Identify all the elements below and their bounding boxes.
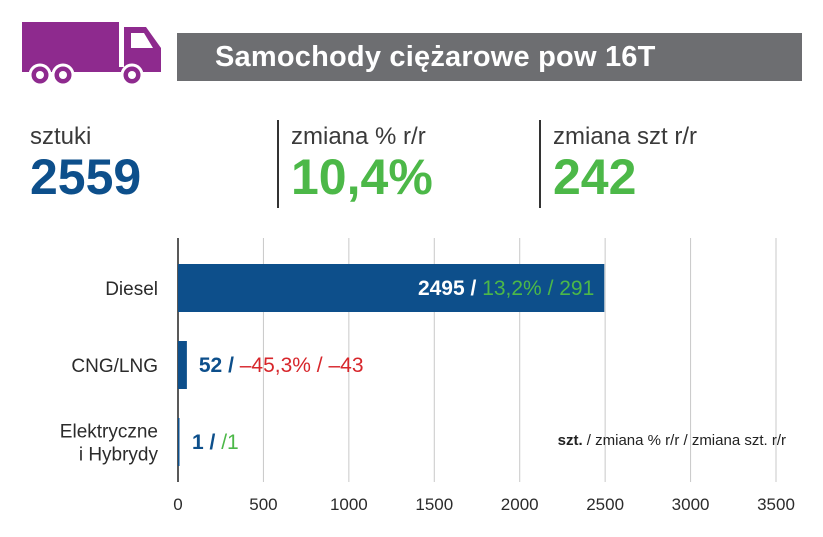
x-tick-label: 1000 [330, 495, 368, 514]
x-tick-label: 2000 [501, 495, 539, 514]
stat-change-pct: zmiana % r/r 10,4% [291, 123, 433, 203]
category-label: Diesel [105, 279, 158, 300]
stat-divider [277, 120, 279, 208]
data-label: 1 / /1 [192, 431, 239, 454]
bar [178, 264, 605, 312]
x-tick-label: 500 [249, 495, 277, 514]
stat-change-units-label: zmiana szt r/r [553, 123, 698, 150]
title-bar: Samochody ciężarowe pow 16T [177, 33, 802, 81]
stat-change-units-value: 242 [553, 149, 637, 205]
x-tick-label: 3000 [672, 495, 710, 514]
category-label: CNG/LNG [71, 356, 158, 377]
category-label: Elektryczne i Hybrydy [60, 422, 159, 466]
stat-units: sztuki 2559 [30, 123, 141, 203]
data-label: 2495 / 13,2% / 291 [418, 277, 594, 300]
page-title: Samochody ciężarowe pow 16T [215, 40, 656, 73]
x-tick-label: 0 [173, 495, 182, 514]
data-label: 52 / –45,3% / –43 [199, 354, 364, 377]
truck-icon [20, 20, 170, 90]
x-tick-label: 1500 [415, 495, 453, 514]
legend-note: szt. / zmiana % r/r / zmiana szt. r/r [558, 432, 786, 449]
stat-units-label: sztuki [30, 123, 92, 150]
x-tick-label: 2500 [586, 495, 624, 514]
stat-units-value: 2559 [30, 149, 142, 205]
stat-change-pct-value: 10,4% [291, 149, 433, 205]
stat-divider [539, 120, 541, 208]
bar [178, 341, 187, 389]
x-tick-label: 3500 [757, 495, 795, 514]
bar [178, 418, 180, 466]
stat-change-pct-label: zmiana % r/r [291, 123, 426, 150]
stat-change-units: zmiana szt r/r 242 [553, 123, 697, 203]
